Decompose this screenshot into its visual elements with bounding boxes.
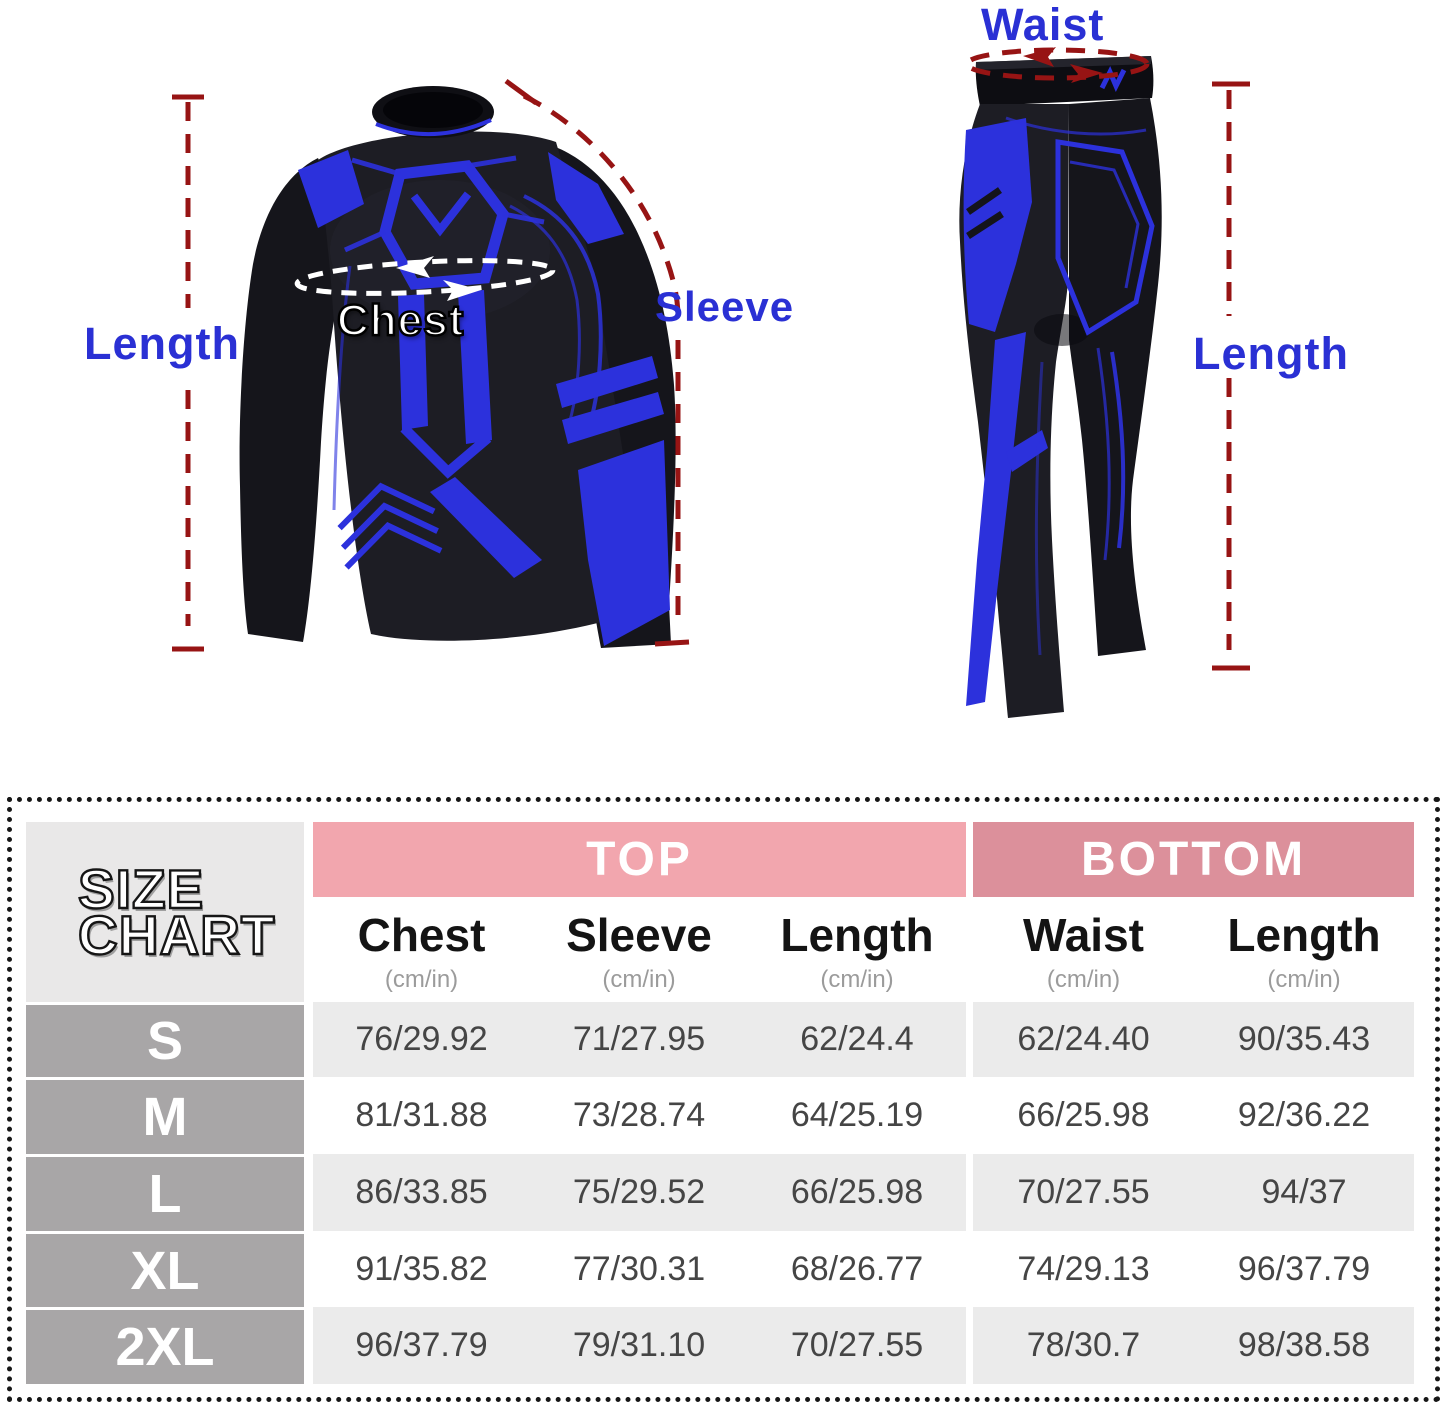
pants-length-label: Length [1193,328,1349,379]
value-cell: 78/30.7 [973,1307,1194,1384]
column-unit: (cm/in) [1267,965,1341,993]
value-cell: 76/29.92 [313,1002,530,1077]
chest-measure-ellipse [294,256,556,301]
column-unit: (cm/in) [602,965,676,993]
waist-measure-ellipse [964,47,1150,83]
size-cell: S [26,1002,304,1077]
column-group-bottom: BOTTOM [973,822,1414,897]
column-label: Chest [357,909,486,962]
shirt-chest-label: Chest [336,296,465,345]
value-cell: 77/30.31 [530,1231,748,1307]
column-header-bottom-length: Length (cm/in) [1194,897,1414,1002]
shirt-length-label: Length [84,318,240,369]
value-cell: 81/31.88 [313,1077,530,1154]
shirt-graphic [239,86,676,648]
size-cell: XL [26,1231,304,1307]
value-cell: 68/26.77 [748,1231,966,1307]
waistband-logo [1099,66,1127,92]
value-cell: 70/27.55 [973,1154,1194,1231]
pants-length-line [1212,81,1250,671]
column-group-top: TOP [313,822,966,897]
column-header-chest: Chest (cm/in) [313,897,530,1002]
value-cell: 96/37.79 [313,1307,530,1384]
value-cell: 92/36.22 [1194,1077,1414,1154]
column-header-sleeve: Sleeve (cm/in) [530,897,748,1002]
measurement-diagram: Length Chest Sleeve Waist Length [84,0,1349,718]
size-cell: 2XL [26,1307,304,1384]
column-label: Length [1227,909,1381,962]
value-cell: 66/25.98 [973,1077,1194,1154]
value-cell: 71/27.95 [530,1002,748,1077]
shirt-length-line [172,94,204,652]
size-chart-title-line1: SIZE [77,858,205,920]
value-cell: 64/25.19 [748,1077,966,1154]
column-header-waist: Waist (cm/in) [973,897,1194,1002]
size-chart-table: SIZE CHART TOP BOTTOM Chest (cm/in) Slee… [26,822,1435,1384]
value-cell: 79/31.10 [530,1307,748,1384]
waist-arrow-left [1023,47,1056,67]
chest-arrow-left [396,256,434,278]
column-unit: (cm/in) [820,965,894,993]
value-cell: 70/27.55 [748,1307,966,1384]
column-header-top-length: Length (cm/in) [748,897,966,1002]
column-label: Waist [1023,909,1144,962]
value-cell: 62/24.40 [973,1002,1194,1077]
value-cell: 90/35.43 [1194,1002,1414,1077]
column-label: Sleeve [566,909,712,962]
value-cell: 96/37.79 [1194,1231,1414,1307]
column-unit: (cm/in) [384,965,459,993]
value-cell: 66/25.98 [748,1154,966,1231]
value-cell: 74/29.13 [973,1231,1194,1307]
size-chart-title-line2: CHART [77,904,276,966]
size-chart-panel: SIZE CHART TOP BOTTOM Chest (cm/in) Slee… [7,797,1440,1402]
value-cell: 98/38.58 [1194,1307,1414,1384]
value-cell: 62/24.4 [748,1002,966,1077]
value-cell: 94/37 [1194,1154,1414,1231]
pants-waist-label: Waist [981,0,1105,50]
size-cell: M [26,1077,304,1154]
garment-illustrations [172,47,1250,718]
value-cell: 75/29.52 [530,1154,748,1231]
column-label: Length [780,909,934,962]
waist-arrow-right [1070,64,1103,83]
value-cell: 73/28.74 [530,1077,748,1154]
size-chart-title: SIZE CHART [26,822,304,1002]
chest-arrow-right [443,280,481,301]
column-unit: (cm/in) [1046,965,1121,993]
size-cell: L [26,1154,304,1231]
sleeve-measure-line [504,78,690,647]
pants-graphic [959,56,1162,718]
value-cell: 86/33.85 [313,1154,530,1231]
shirt-sleeve-label: Sleeve [655,283,795,330]
value-cell: 91/35.82 [313,1231,530,1307]
